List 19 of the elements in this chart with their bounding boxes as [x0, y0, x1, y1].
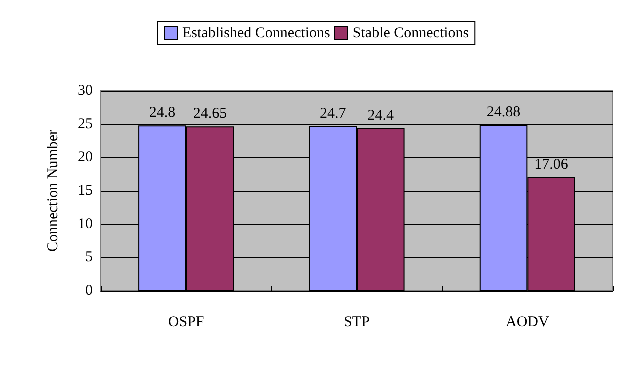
- data-label: 24.8: [149, 105, 176, 122]
- y-axis-title: Connection Number: [46, 130, 62, 252]
- data-label: 24.65: [193, 106, 228, 122]
- x-tick-label: OSPF: [168, 314, 204, 330]
- y-tick-label: 30: [78, 83, 93, 99]
- data-label: 24.7: [320, 106, 347, 122]
- y-tick-label: 20: [78, 150, 93, 166]
- data-label: 24.88: [486, 104, 521, 121]
- data-label: 17.06: [534, 156, 569, 173]
- y-tick-label: 5: [86, 250, 93, 266]
- data-label: 24.4: [368, 108, 395, 124]
- legend-label: Stable Connections: [352, 26, 470, 42]
- y-tick-label: 15: [78, 183, 93, 199]
- y-tick-label: 25: [78, 116, 93, 132]
- x-tick-label: STP: [344, 314, 370, 330]
- x-tick-label: AODV: [506, 314, 550, 330]
- legend-label: Established Connections: [182, 26, 331, 42]
- y-tick-label: 10: [78, 216, 93, 232]
- y-tick-label: 0: [86, 283, 93, 299]
